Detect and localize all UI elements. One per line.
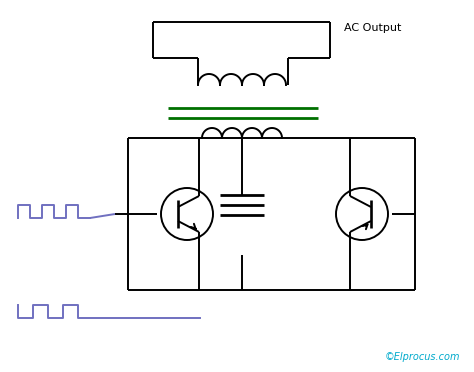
Text: AC Output: AC Output [344,23,401,33]
Text: ©Elprocus.com: ©Elprocus.com [384,352,460,362]
